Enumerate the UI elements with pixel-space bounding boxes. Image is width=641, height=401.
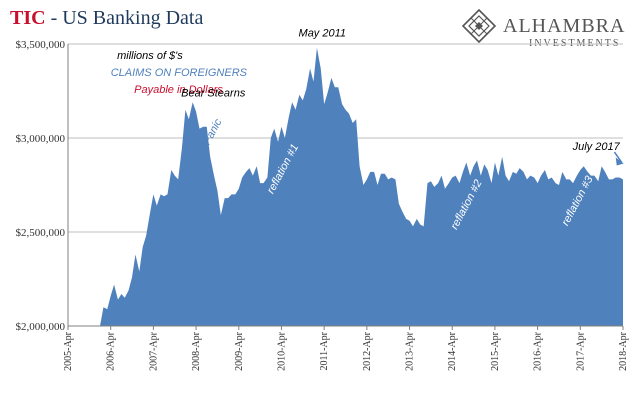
y-tick-label-3: $3,500,000 [16, 39, 66, 51]
x-tick-label-9: 2014-Apr [447, 331, 458, 371]
x-tick-label-10: 2015-Apr [490, 331, 501, 371]
annotation-1: CLAIMS ON FOREIGNERS [111, 67, 248, 79]
series-area-group [68, 47, 623, 326]
y-tick-labels: $2,000,000 $2,500,000 $3,000,000 $3,500,000 [16, 39, 66, 333]
july-2017-arrow [613, 151, 624, 166]
x-tick-label-11: 2016-Apr [533, 331, 544, 371]
x-tick-labels: 2005-Apr 2006-Apr 2007-Apr 2008-Apr 2009-Apr… [63, 326, 629, 371]
chart-title: TIC - US Banking Data [10, 7, 203, 29]
x-tick-label-7: 2012-Apr [362, 331, 373, 371]
x-tick-label-6: 2011-Apr [319, 331, 330, 370]
annotation-3: Bear Stearns [181, 88, 246, 100]
y-tick-label-0: $2,000,000 [16, 321, 66, 333]
x-tick-label-8: 2013-Apr [405, 331, 416, 371]
diamond-lattice-icon [461, 8, 497, 44]
logo-name: ALHAMBRA [503, 15, 625, 37]
title-tic: TIC [10, 7, 46, 29]
annotation-4: May 2011 [299, 27, 347, 39]
annotation-2: Payable in Dollars [134, 84, 223, 96]
annotation-0: millions of $'s [117, 50, 183, 62]
x-tick-label-12: 2017-Apr [575, 331, 586, 371]
x-tick-label-3: 2008-Apr [191, 331, 202, 371]
y-tick-label-1: $2,500,000 [16, 227, 66, 239]
arrow-head [615, 157, 624, 166]
annotation-9: July 2017 [572, 141, 621, 153]
x-tick-label-4: 2009-Apr [234, 331, 245, 371]
x-tick-label-13: 2018-Apr [618, 331, 629, 371]
y-tick-label-2: $3,000,000 [16, 133, 66, 145]
series-area [68, 47, 623, 326]
axes [67, 44, 623, 327]
x-tick-label-5: 2010-Apr [276, 331, 287, 371]
title-rest: - US Banking Data [46, 7, 204, 29]
x-tick-label-0: 2005-Apr [63, 331, 74, 371]
arrow-shaft [613, 151, 623, 163]
x-tick-label-2: 2007-Apr [148, 331, 159, 371]
x-tick-label-1: 2006-Apr [106, 331, 117, 371]
